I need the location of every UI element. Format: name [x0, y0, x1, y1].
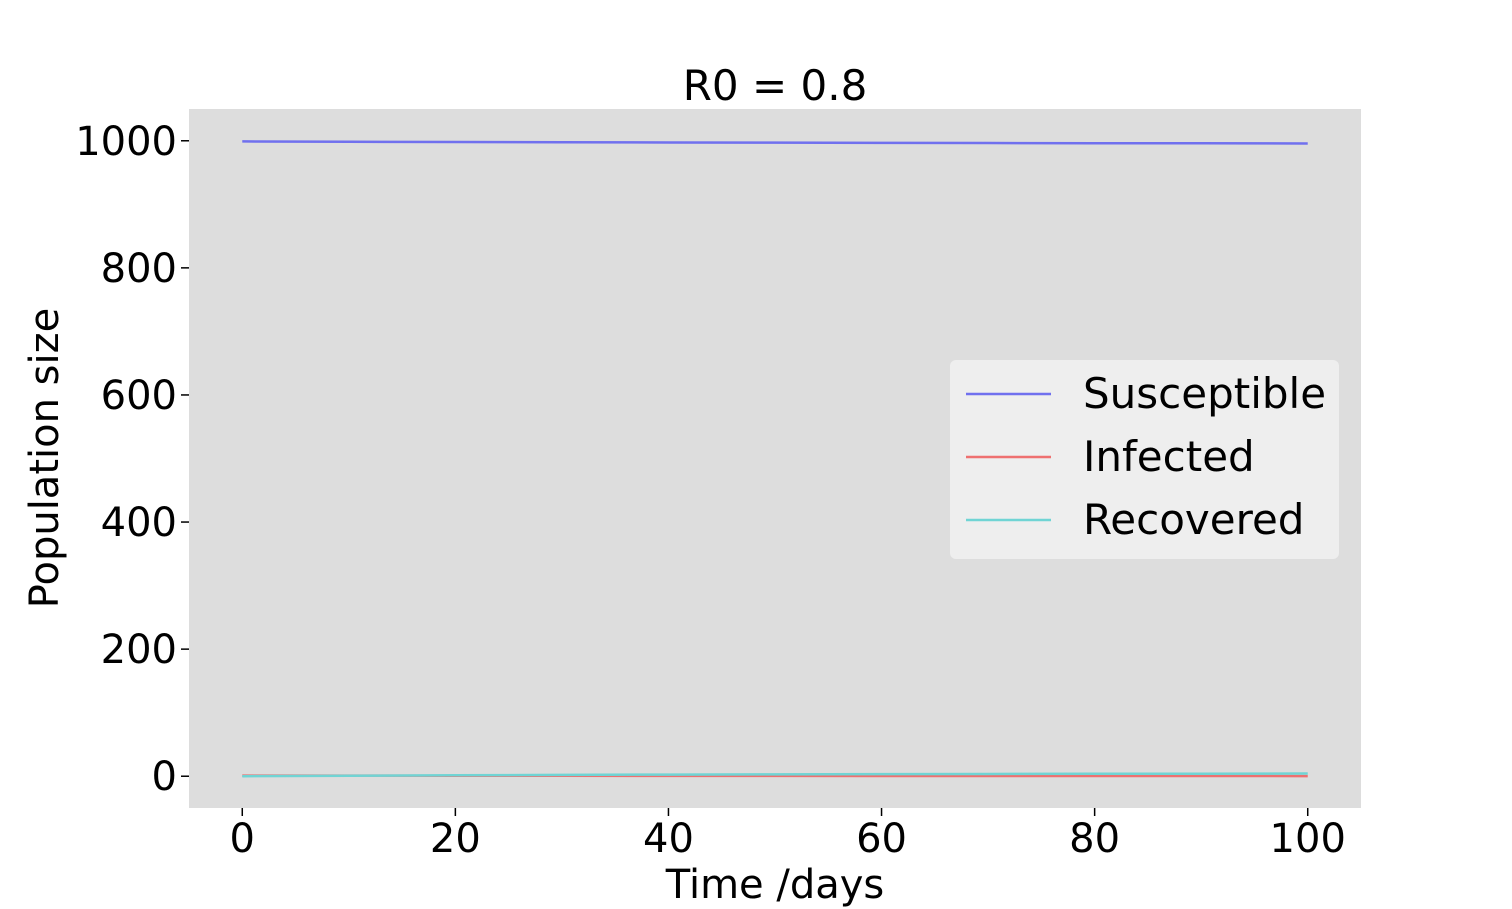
legend-box: [950, 360, 1339, 559]
series-line-susceptible: [242, 140, 1308, 145]
legend-label-susceptible: Susceptible: [1083, 369, 1326, 418]
y-tick-label: 800: [101, 246, 177, 292]
series-line-recovered: [242, 772, 1308, 778]
y-tick-label: 1000: [75, 119, 177, 165]
chart-title: R0 = 0.8: [683, 61, 868, 110]
y-tick-label: 200: [101, 627, 177, 673]
x-axis-label: Time /days: [665, 862, 885, 908]
x-tick-label: 100: [1270, 816, 1346, 862]
legend-label-recovered: Recovered: [1083, 495, 1304, 544]
y-tick-label: 400: [101, 500, 177, 546]
legend-label-infected: Infected: [1083, 432, 1255, 481]
x-tick-label: 80: [1069, 816, 1120, 862]
x-tick-label: 40: [643, 816, 694, 862]
x-tick-label: 60: [856, 816, 907, 862]
x-tick-label: 20: [430, 816, 481, 862]
y-tick-label: 0: [152, 754, 177, 800]
legend: Susceptible Infected Recovered: [950, 360, 1339, 559]
x-tick-label: 0: [230, 816, 255, 862]
y-tick-label: 600: [101, 373, 177, 419]
y-axis-label: Population size: [22, 308, 68, 608]
